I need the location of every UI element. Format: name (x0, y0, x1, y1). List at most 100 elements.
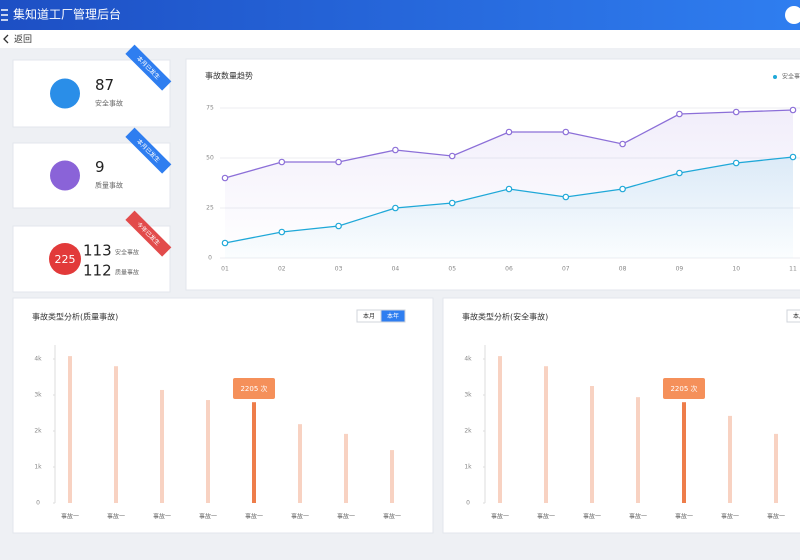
y-tick-label: 0 (208, 255, 212, 262)
toggle-button[interactable] (786, 309, 800, 323)
bar (682, 402, 686, 503)
x-tick-label: 02 (278, 266, 286, 273)
point (392, 204, 399, 212)
point (278, 158, 286, 166)
y-tick-label: 0 (466, 500, 470, 507)
point (278, 228, 286, 236)
toggle-label[interactable]: 本年 (387, 312, 399, 320)
bar (206, 400, 210, 503)
tooltip-box (663, 378, 705, 399)
x-tick-label: 05 (448, 266, 456, 273)
x-tick-label: 事故一 (537, 513, 555, 521)
app-title: 集知道工厂管理后台 (13, 7, 121, 22)
y-tick-label: 2k (34, 428, 42, 435)
bar (68, 356, 72, 503)
stat-icon (49, 243, 81, 275)
point (448, 152, 456, 160)
point (676, 110, 683, 118)
x-tick-label: 事故一 (491, 513, 509, 521)
header-bar (0, 0, 800, 30)
ribbon-band (125, 127, 172, 174)
y-tick-label: 3k (464, 392, 472, 399)
y-tick-label: 4k (464, 356, 472, 363)
panel (442, 297, 800, 534)
toggle-button[interactable] (380, 309, 406, 323)
avatar[interactable] (785, 6, 800, 24)
back-link[interactable]: 返回 (14, 33, 32, 45)
point (221, 174, 229, 182)
menu-icon[interactable] (1, 9, 8, 21)
point (732, 108, 740, 116)
toggle-label[interactable]: 本月 (793, 312, 800, 320)
nav-bar (0, 30, 800, 48)
x-tick-label: 10 (732, 266, 740, 273)
stat-label: 安全事故 (115, 249, 139, 257)
point (732, 159, 740, 167)
bar (728, 415, 732, 503)
toggle-label[interactable]: 本月 (363, 312, 375, 320)
stat-icon (50, 160, 80, 191)
x-tick-label: 04 (392, 266, 400, 273)
point (562, 193, 570, 201)
bar (498, 356, 502, 503)
point (619, 185, 626, 193)
stat-label: 质量事故 (115, 269, 139, 277)
chart-title: 事故数量趋势 (205, 71, 253, 81)
tooltip-box (233, 378, 275, 399)
chart-title: 事故类型分析(质量事故) (32, 312, 118, 322)
point (335, 158, 342, 166)
stat-label: 安全事故 (95, 99, 123, 108)
stat-icon (50, 78, 80, 109)
x-tick-label: 11 (789, 266, 797, 273)
point (789, 106, 797, 114)
point (448, 199, 456, 207)
y-tick-label: 2k (464, 428, 472, 435)
x-tick-label: 事故一 (629, 513, 647, 521)
bar (590, 386, 594, 503)
ribbon-band (125, 44, 172, 91)
x-tick-label: 事故一 (583, 513, 601, 521)
point (505, 128, 513, 136)
point (676, 169, 683, 177)
bar (298, 424, 302, 503)
x-tick-label: 03 (335, 266, 343, 273)
y-tick-label: 0 (36, 500, 40, 507)
bar (544, 366, 548, 503)
bar (160, 389, 164, 503)
y-tick-label: 3k (34, 392, 42, 399)
chart-title: 事故类型分析(安全事故) (462, 312, 548, 322)
x-tick-label: 事故一 (721, 513, 739, 521)
x-tick-label: 事故一 (337, 513, 355, 521)
tooltip-text: 2205 次 (240, 384, 267, 393)
legend-label: 安全事故 (782, 73, 800, 81)
x-tick-label: 事故一 (675, 513, 693, 521)
x-tick-label: 事故一 (291, 513, 309, 521)
x-tick-label: 事故一 (383, 513, 401, 521)
tooltip-text: 2205 次 (670, 384, 697, 393)
y-tick-label: 1k (464, 464, 472, 471)
bar (390, 450, 394, 503)
x-tick-label: 事故一 (245, 513, 263, 521)
series-area (225, 157, 793, 258)
point (335, 222, 342, 230)
x-tick-label: 事故一 (767, 513, 785, 521)
x-tick-label: 事故一 (153, 513, 171, 521)
stat-label: 质量事故 (95, 181, 123, 190)
x-tick-label: 事故一 (107, 513, 125, 521)
legend-swatch (773, 75, 777, 79)
bar (636, 397, 640, 503)
stat-value: 9 (95, 158, 105, 176)
point (562, 128, 570, 136)
y-tick-label: 25 (206, 205, 214, 212)
x-tick-label: 07 (562, 266, 570, 273)
point (392, 146, 399, 154)
x-tick-label: 08 (619, 266, 627, 273)
point (221, 239, 229, 247)
bar (114, 366, 118, 503)
back-icon[interactable] (3, 34, 9, 44)
bar (774, 433, 778, 503)
y-tick-label: 4k (34, 356, 42, 363)
y-tick-label: 1k (34, 464, 42, 471)
